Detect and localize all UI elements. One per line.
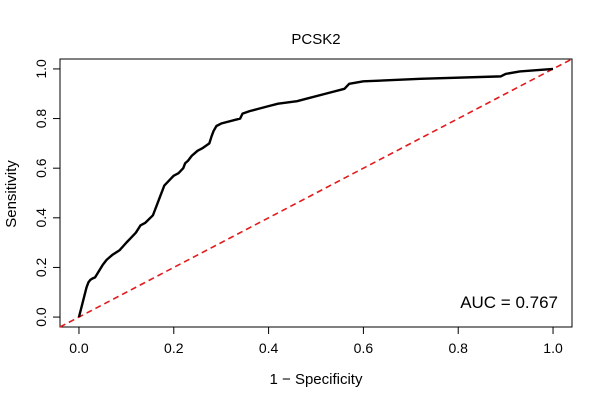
y-tick-label: 0.2 xyxy=(33,258,49,278)
y-axis-label: Sensitivity xyxy=(3,160,20,228)
auc-annotation: AUC = 0.767 xyxy=(460,293,558,312)
x-tick-label: 0.6 xyxy=(354,340,374,356)
x-tick-label: 0.8 xyxy=(448,340,468,356)
x-tick-label: 0.2 xyxy=(164,340,184,356)
series-layer xyxy=(59,58,573,328)
y-tick-label: 0.0 xyxy=(33,307,49,327)
x-tick-label: 0.0 xyxy=(69,340,89,356)
reference-diagonal-line xyxy=(59,58,573,328)
y-axis: 0.0 0.2 0.4 0.6 0.8 1.0 xyxy=(33,59,61,327)
y-tick-label: 0.4 xyxy=(33,208,49,228)
x-axis: 0.0 0.2 0.4 0.6 0.8 1.0 xyxy=(69,326,563,356)
roc-curve-line xyxy=(77,67,554,318)
x-axis-label: 1 − Specificity xyxy=(270,371,363,388)
x-tick-label: 0.4 xyxy=(259,340,279,356)
x-tick-label: 1.0 xyxy=(543,340,563,356)
y-tick-label: 1.0 xyxy=(33,59,49,79)
chart-title: PCSK2 xyxy=(291,31,340,48)
y-tick-label: 0.8 xyxy=(33,109,49,129)
y-tick-label: 0.6 xyxy=(33,158,49,178)
